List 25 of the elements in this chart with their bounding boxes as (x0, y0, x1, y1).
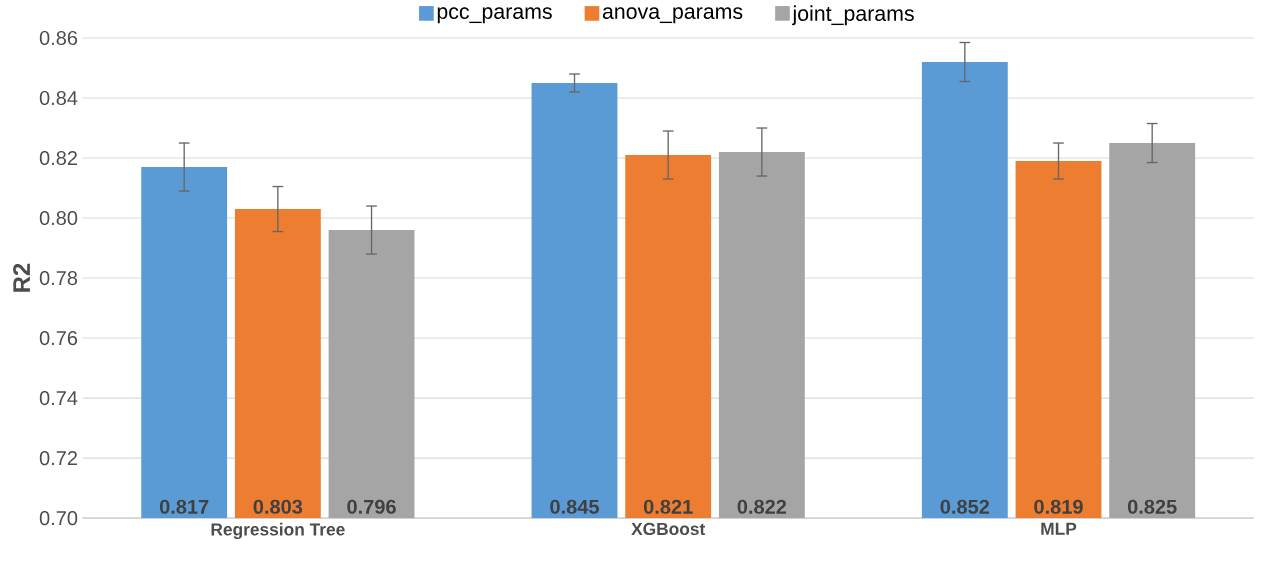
data-label: 0.845 (550, 499, 599, 514)
y-tick-label: 0.84 (39, 90, 78, 106)
y-tick-label: 0.78 (39, 270, 78, 286)
data-label: 0.819 (1034, 499, 1083, 514)
data-label: 0.825 (1127, 499, 1177, 514)
data-label: 0.821 (643, 499, 693, 514)
y-tick-label: 0.70 (39, 510, 78, 526)
y-tick-label: 0.74 (39, 390, 78, 406)
data-label: 0.796 (347, 499, 396, 514)
data-label: 0.852 (940, 499, 990, 514)
y-tick-label: 0.80 (39, 210, 78, 226)
y-tick-label: 0.82 (39, 150, 77, 166)
y-tick-label: 0.76 (39, 330, 78, 346)
legend-label: pcc_params (437, 7, 552, 24)
x-tick-label: XGBoost (631, 522, 706, 536)
y-tick-label: 0.86 (39, 30, 78, 46)
data-label: 0.817 (159, 499, 209, 514)
x-tick-label: MLP (1041, 522, 1077, 535)
legend-label: joint_params (791, 5, 914, 26)
data-label: 0.803 (253, 499, 303, 514)
x-tick-label: Regression Tree (211, 522, 345, 540)
data-label: 0.822 (737, 499, 787, 514)
legend-label: anova_params (602, 7, 743, 24)
y-tick-label: 0.72 (39, 450, 77, 466)
y-axis-title: R2 (13, 263, 30, 292)
